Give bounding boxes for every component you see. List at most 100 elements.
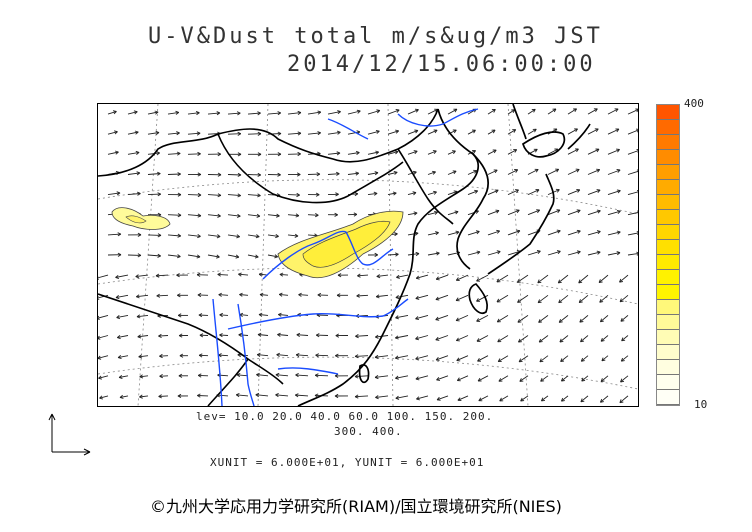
wind-vector-head <box>517 338 521 343</box>
wind-vector <box>456 335 469 342</box>
wind-vector-head <box>435 231 439 234</box>
wind-vector <box>455 314 469 322</box>
wind-vector-head <box>256 234 260 238</box>
wind-vector-head <box>517 318 520 323</box>
wind-vector-head <box>601 340 605 342</box>
wind-vector-head <box>395 335 399 339</box>
wind-vector <box>455 294 469 301</box>
wind-vector-head <box>395 317 399 320</box>
wind-vector-head <box>534 128 537 133</box>
wind-vector <box>167 111 179 115</box>
wind-vector-head <box>316 172 321 175</box>
wind-vector <box>147 111 159 115</box>
wind-vector-head <box>299 274 303 277</box>
wind-vector-head <box>295 374 299 378</box>
wind-vector-head <box>219 312 223 316</box>
wind-vector-head <box>436 379 441 381</box>
wind-vector-head <box>455 297 459 301</box>
wind-vector <box>507 230 521 236</box>
wind-vector <box>298 294 309 296</box>
wind-vector <box>127 111 138 115</box>
wind-vector-head <box>620 300 624 303</box>
grid-line <box>98 179 638 215</box>
wind-vector <box>127 151 140 155</box>
wind-vector-head <box>453 150 456 155</box>
wind-vector <box>627 211 638 216</box>
wind-vector-head <box>375 334 379 338</box>
wind-vector-head <box>256 374 260 377</box>
wind-vector-head <box>595 128 599 133</box>
wind-vector-head <box>277 152 282 155</box>
wind-vector-head <box>198 353 203 356</box>
wind-vector <box>547 108 557 115</box>
wind-vector <box>357 274 369 277</box>
wind-vector-head <box>315 213 319 216</box>
wind-vector-head <box>516 209 520 214</box>
border-line <box>98 293 284 385</box>
wind-vector-head <box>413 171 417 175</box>
wind-vector <box>476 335 489 342</box>
wind-vector-head <box>237 193 241 196</box>
wind-vector <box>275 374 289 377</box>
wind-vector-head <box>620 317 623 322</box>
wind-vector-head <box>432 170 436 173</box>
wind-vector <box>598 274 609 283</box>
wind-vector-head <box>496 210 500 214</box>
wind-vector-head <box>436 359 440 361</box>
wind-vector <box>375 375 389 378</box>
wind-vector-head <box>317 111 322 115</box>
wind-vector <box>487 189 499 196</box>
wind-vector <box>107 233 121 236</box>
wind-vector <box>427 129 438 135</box>
wind-vector-head <box>616 169 621 171</box>
wind-vector-head <box>356 130 361 133</box>
wind-vector-head <box>257 153 262 157</box>
wind-vector-head <box>636 189 638 192</box>
wind-vector-head <box>636 251 638 254</box>
wind-vector <box>387 192 397 196</box>
wind-vector-head <box>435 299 440 301</box>
wind-vector <box>537 294 549 304</box>
wind-vector-head <box>334 214 338 217</box>
wind-vector-head <box>156 151 160 154</box>
wind-vector-head <box>275 374 280 377</box>
colorbar-segment <box>657 165 679 180</box>
wind-vector <box>407 109 419 115</box>
wind-vector-head <box>216 236 221 239</box>
wind-vector <box>547 230 561 236</box>
wind-vector <box>587 108 598 115</box>
wind-vector-head <box>616 128 620 133</box>
wind-vector-head <box>278 294 283 297</box>
wind-vector-head <box>376 276 381 279</box>
wind-vector-head <box>537 209 541 214</box>
taiwan-coast <box>358 364 370 384</box>
wind-vector-head <box>557 230 561 234</box>
wind-vector-head <box>415 251 420 255</box>
wind-vector-head <box>158 333 162 337</box>
wind-vector-head <box>599 281 603 284</box>
wind-vector <box>116 314 129 319</box>
wind-vector-head <box>617 231 621 235</box>
wind-vector-head <box>315 333 320 336</box>
wind-vector-head <box>159 355 163 359</box>
copyright-credit: ©九州大学応用力学研究所(RIAM)/国立環境研究所(NIES) <box>150 497 562 516</box>
wind-vector-head <box>497 358 501 362</box>
wind-vector-head <box>315 192 320 196</box>
wind-vector-head <box>617 149 620 153</box>
wind-vector <box>107 151 119 155</box>
wind-vector-head <box>315 214 319 218</box>
wind-vector-head <box>236 374 241 378</box>
wind-vector <box>620 315 629 322</box>
vector-unit-text: XUNIT = 6.000E+01, YUNIT = 6.000E+01 <box>210 456 485 469</box>
wind-vector-head <box>599 318 603 322</box>
wind-vector-head <box>296 332 301 336</box>
colorbar-segment <box>657 105 679 120</box>
contour-levels-line1: lev= 10.0 20.0 40.0 60.0 100. 150. 200. <box>196 410 494 423</box>
wind-vector-head <box>236 234 240 238</box>
wind-vector-head <box>295 354 300 358</box>
wind-vector-head <box>636 149 638 151</box>
wind-vector-head <box>317 131 321 134</box>
wind-vector-head <box>114 150 119 153</box>
wind-vector-head <box>516 279 520 283</box>
wind-vector-head <box>298 294 302 297</box>
